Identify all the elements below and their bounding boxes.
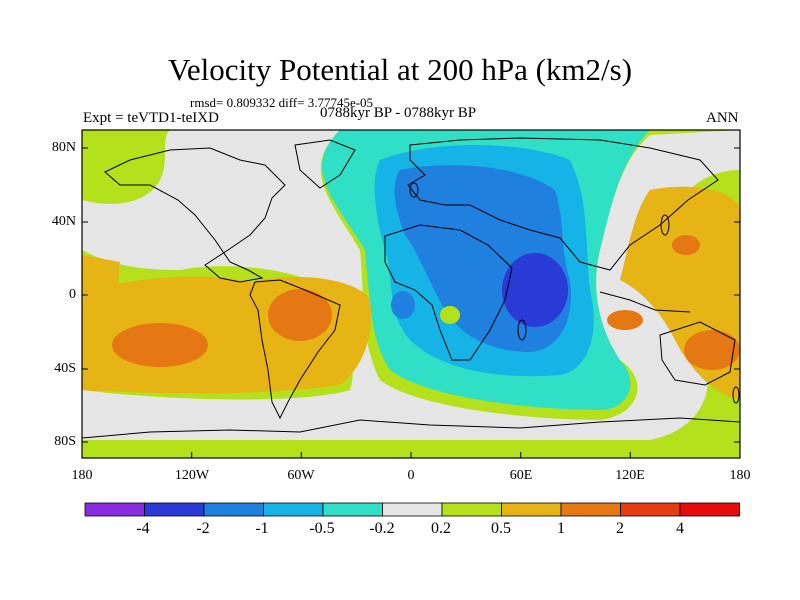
contour-mid-pos-west: [82, 255, 120, 290]
colorbar-label: 0.2: [431, 520, 451, 537]
contour-strong-pos-samerica: [268, 289, 332, 341]
y-tick-label: 40N: [51, 214, 76, 229]
colorbar-box: [203, 502, 264, 517]
colorbar-label: 1: [557, 520, 565, 537]
colorbar-box: [560, 502, 621, 517]
coast-south-america: [249, 279, 341, 420]
contour-strong-pos-australia: [684, 330, 740, 370]
contour-strong-pos-asia: [672, 235, 700, 255]
x-tick-label: 180: [729, 468, 751, 483]
contour-small-pos-africa: [440, 306, 460, 324]
x-tick-label: 0: [407, 468, 415, 483]
colorbar: [84, 502, 740, 517]
chart-title: Velocity Potential at 200 hPa (km2/s): [167, 52, 633, 87]
contour-neutral-arc: [82, 130, 740, 440]
colorbar-label: -4: [136, 520, 150, 537]
colorbar-label: 0.5: [491, 520, 511, 537]
coast-madagascar: [517, 319, 527, 341]
colorbar-label: -1: [255, 520, 269, 537]
coast-eurasia: [407, 137, 719, 271]
colorbar-label: -0.2: [369, 520, 395, 537]
contour-strong-pos-indonesia: [607, 310, 643, 330]
colorbar-box: [441, 502, 502, 517]
colorbar-label: -0.5: [309, 520, 335, 537]
colorbar-box: [679, 502, 740, 517]
experiment-label: Expt = teVTD1-teIXD: [83, 110, 219, 126]
y-tick-label: 40S: [54, 361, 76, 376]
contour-strong-neg: [502, 253, 568, 327]
colorbar-box: [144, 502, 205, 517]
x-tick-label: 60W: [287, 468, 315, 483]
colorbar-box: [620, 502, 681, 517]
colorbar-label: 2: [616, 520, 624, 537]
coastlines: [82, 137, 740, 439]
colorbar-label: -2: [196, 520, 210, 537]
x-tick-label: 180: [71, 468, 93, 483]
period-label: 0788kyr BP - 0788kyr BP: [320, 105, 477, 121]
coast-greenland: [294, 139, 356, 189]
y-tick-label: 80N: [51, 140, 76, 155]
season-label: ANN: [706, 110, 739, 126]
colorbar-box: [322, 502, 383, 517]
x-tick-label: 120E: [615, 468, 645, 483]
colorbar-box: [382, 502, 443, 517]
coast-australia: [659, 321, 736, 386]
colorbar-box: [501, 502, 562, 517]
coast-north-america: [104, 147, 286, 283]
x-axis: [81, 452, 741, 458]
y-tick-label: 0: [69, 287, 76, 302]
colorbar-box: [84, 502, 145, 517]
coast-new-zealand: [732, 386, 740, 404]
colorbar-box: [263, 502, 324, 517]
x-tick-label: 60E: [509, 468, 533, 483]
coast-indonesia: [599, 291, 691, 313]
x-tick-label: 120W: [174, 468, 210, 483]
map-contours: [82, 130, 740, 458]
coast-africa: [384, 224, 513, 361]
coast-japan: [660, 214, 670, 236]
stats-text: rmsd= 0.809332 diff= 3.77745e-05: [190, 95, 374, 110]
coast-uk: [409, 182, 419, 198]
y-axis: [82, 147, 740, 443]
coast-antarctica: [82, 417, 740, 439]
contour-small-neg-atlantic: [391, 291, 415, 319]
y-tick-label: 80S: [54, 434, 76, 449]
contour-strong-pos-pacific: [112, 323, 208, 367]
colorbar-label: 4: [676, 520, 684, 537]
